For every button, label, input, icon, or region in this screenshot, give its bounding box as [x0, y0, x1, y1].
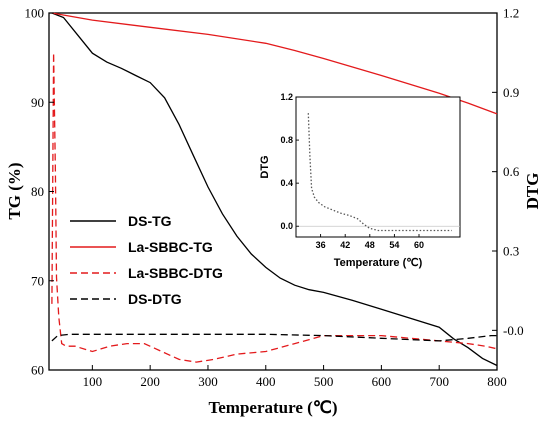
inset-x-tick-label-4: 60 — [414, 240, 424, 250]
series-line-3 — [51, 333, 497, 342]
y-left-tick-label-2: 80 — [31, 184, 44, 199]
y-left-tick-label-3: 90 — [31, 95, 44, 110]
x-tick-label-7: 800 — [487, 374, 507, 389]
inset-x-tick-label-1: 42 — [340, 240, 350, 250]
inset-series-group — [296, 113, 460, 232]
x-tick-label-6: 700 — [429, 374, 449, 389]
y-axis-right: -0.0 0.3 0.6 0.9 1.2 — [492, 6, 524, 338]
y-right-tick-label-3: 0.9 — [503, 85, 519, 100]
inset-y-tick-label-1: 0.4 — [280, 178, 293, 188]
legend-label-0: DS-TG — [128, 213, 172, 229]
inset-x-tick-label-3: 54 — [389, 240, 399, 250]
y-right-tick-label-4: 1.2 — [503, 6, 519, 21]
y-axis-left: 60 70 80 90 100 — [25, 6, 54, 378]
inset-x-tick-label-0: 36 — [316, 240, 326, 250]
inset-x-tick-label-2: 48 — [365, 240, 375, 250]
series-line-0 — [51, 12, 498, 367]
legend: DS-TG La-SBBC-TG La-SBBC-DTG DS-DTG — [70, 213, 223, 307]
y-left-tick-label-0: 60 — [31, 363, 44, 378]
y-axis-left-title: TG (%) — [5, 162, 24, 219]
legend-label-2: La-SBBC-DTG — [128, 265, 223, 281]
series-line-2 — [51, 52, 498, 363]
x-tick-label-5: 600 — [372, 374, 392, 389]
inset-x-axis: 36 42 48 54 60 — [316, 234, 424, 250]
inset-y-tick-label-0: 0.0 — [280, 221, 293, 231]
y-right-tick-label-2: 0.6 — [503, 164, 520, 179]
x-tick-label-2: 300 — [198, 374, 218, 389]
inset-y-axis: 0.0 0.4 0.8 1.2 — [280, 92, 299, 231]
x-tick-label-1: 200 — [140, 374, 160, 389]
x-tick-label-3: 400 — [256, 374, 276, 389]
legend-label-1: La-SBBC-TG — [128, 239, 213, 255]
y-left-tick-label-4: 100 — [25, 6, 45, 21]
inset-x-axis-title: Temperature (℃) — [334, 257, 423, 269]
y-left-tick-label-1: 70 — [31, 273, 44, 288]
inset-y-axis-title: DTG — [259, 155, 271, 178]
inset-series-line-0 — [307, 113, 452, 232]
inset-y-tick-label-2: 0.8 — [280, 135, 293, 145]
y-axis-right-title: DTG — [523, 173, 542, 210]
y-right-tick-label-0: -0.0 — [503, 323, 524, 338]
y-right-tick-label-1: 0.3 — [503, 244, 519, 259]
x-tick-label-0: 100 — [83, 374, 103, 389]
x-tick-label-4: 500 — [314, 374, 334, 389]
x-axis: 100 200 300 400 500 600 700 800 — [83, 365, 507, 389]
inset-plot: 36 42 48 54 60 0.0 0.4 0.8 1.2 DTG Temperature … — [259, 92, 461, 269]
legend-label-3: DS-DTG — [128, 291, 182, 307]
inset-y-tick-label-3: 1.2 — [280, 92, 293, 102]
x-axis-title: Temperature (℃) — [208, 398, 337, 417]
main-plot: 100 200 300 400 500 600 700 800 60 70 80 90 100 -0.… — [25, 6, 524, 390]
inset-frame — [295, 96, 461, 238]
